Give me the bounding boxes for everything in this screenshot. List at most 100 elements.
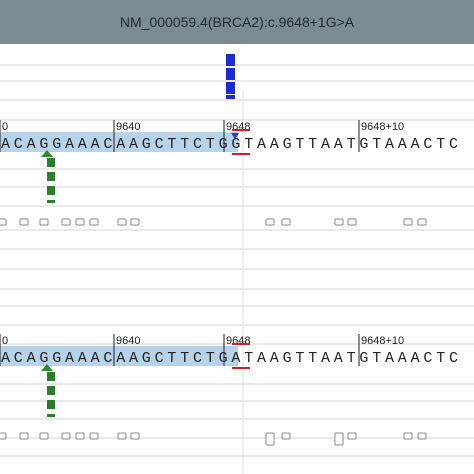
mutation-bar <box>226 95 235 99</box>
read-box <box>281 432 291 440</box>
base-letter: A <box>116 350 125 367</box>
position-label: 9640 <box>116 335 140 347</box>
base-letter: A <box>334 350 343 367</box>
base-letter: G <box>142 136 151 153</box>
read-box <box>417 218 427 226</box>
base-letter: A <box>65 350 74 367</box>
base-letter: A <box>231 350 240 367</box>
base-letter: T <box>436 350 445 367</box>
base-letter: A <box>385 136 394 153</box>
base-letter: G <box>142 350 151 367</box>
base-letter: C <box>103 136 112 153</box>
exon-highlight <box>0 132 238 152</box>
read-box <box>403 218 413 226</box>
base-letter: C <box>449 136 458 153</box>
read-box <box>89 218 99 226</box>
reference-track[interactable]: 0 9640 9648 9648+10A C A G G A A A C A A G C T T C T G G T A A G T… <box>0 120 458 226</box>
exon-highlight <box>0 346 238 366</box>
base-letter: A <box>65 136 74 153</box>
sequence-viewer[interactable]: 0 9640 9648 9648+10A C A G G A A A C A A G C T T C T G G T A A G T… <box>0 44 474 474</box>
base-letter: A <box>91 350 100 367</box>
base-letter: A <box>1 136 10 153</box>
read-box <box>417 432 427 440</box>
mutation-bars <box>226 54 235 99</box>
read-box <box>89 432 99 440</box>
base-letter: A <box>398 136 407 153</box>
base-letter: T <box>167 136 176 153</box>
mutation-bar <box>226 68 235 80</box>
base-letter: T <box>167 350 176 367</box>
read-box <box>281 218 291 226</box>
position-label: 0 <box>2 335 8 347</box>
base-letter: T <box>295 136 304 153</box>
base-letter: T <box>206 136 215 153</box>
base-letter: A <box>270 136 279 153</box>
base-letter: A <box>1 350 10 367</box>
base-letter: A <box>78 350 87 367</box>
marker-triangle-icon <box>41 150 53 157</box>
base-letter: A <box>385 350 394 367</box>
read-box <box>347 218 357 226</box>
base-letter: C <box>14 136 23 153</box>
base-letter: T <box>347 350 356 367</box>
base-letter: C <box>103 350 112 367</box>
base-letter: T <box>372 136 381 153</box>
read-box <box>19 432 29 440</box>
coverage-bar <box>47 386 55 395</box>
base-letter: T <box>308 350 317 367</box>
base-letter: C <box>423 136 432 153</box>
page-title: NM_000059.4(BRCA2):c.9648+1G>A <box>119 14 355 30</box>
base-letter: C <box>193 350 202 367</box>
base-letter: T <box>436 136 445 153</box>
base-letter: C <box>423 350 432 367</box>
variant-track[interactable]: 0 9640 9648 9648+10A C A G G A A A C A A G C T T C T G A T A A G T… <box>0 334 458 446</box>
read-box <box>130 218 140 226</box>
coverage-bar <box>47 372 55 381</box>
base-letter: C <box>14 350 23 367</box>
base-letter: A <box>334 136 343 153</box>
base-letter: A <box>27 136 36 153</box>
base-letter: T <box>295 350 304 367</box>
base-letter: C <box>155 350 164 367</box>
coverage-bar <box>47 158 55 167</box>
mutation-bar <box>226 54 235 66</box>
base-letter: A <box>257 350 266 367</box>
read-box <box>117 432 127 440</box>
base-letter: C <box>155 136 164 153</box>
base-letter: G <box>52 136 61 153</box>
base-letter: C <box>449 350 458 367</box>
read-box <box>403 432 413 440</box>
base-letter: G <box>39 350 48 367</box>
base-letter: T <box>372 350 381 367</box>
base-letter: G <box>283 136 292 153</box>
mutation-bar <box>226 82 235 94</box>
read-box <box>61 218 71 226</box>
base-letter: C <box>193 136 202 153</box>
marker-triangle-icon <box>41 364 53 371</box>
read-box <box>334 432 344 446</box>
read-box <box>0 432 7 440</box>
read-box <box>61 432 71 440</box>
position-label: 9648+10 <box>361 121 404 133</box>
read-box <box>265 218 275 226</box>
read-box <box>117 218 127 226</box>
base-letter: A <box>398 350 407 367</box>
read-box <box>75 432 85 440</box>
title-bar: NM_000059.4(BRCA2):c.9648+1G>A <box>0 0 474 44</box>
coverage-bar <box>47 400 55 409</box>
coverage-bar <box>47 172 55 181</box>
base-letter: A <box>27 350 36 367</box>
base-letter: A <box>411 350 420 367</box>
read-box <box>0 218 7 226</box>
read-box <box>265 432 275 446</box>
base-letter: G <box>231 136 240 153</box>
position-label: 9648 <box>226 121 250 133</box>
base-letter: A <box>116 136 125 153</box>
base-letter: G <box>359 136 368 153</box>
base-letter: A <box>257 136 266 153</box>
base-letter: T <box>180 350 189 367</box>
base-letter: T <box>347 136 356 153</box>
base-letter: A <box>129 136 138 153</box>
base-letter: T <box>206 350 215 367</box>
read-box <box>19 218 29 226</box>
